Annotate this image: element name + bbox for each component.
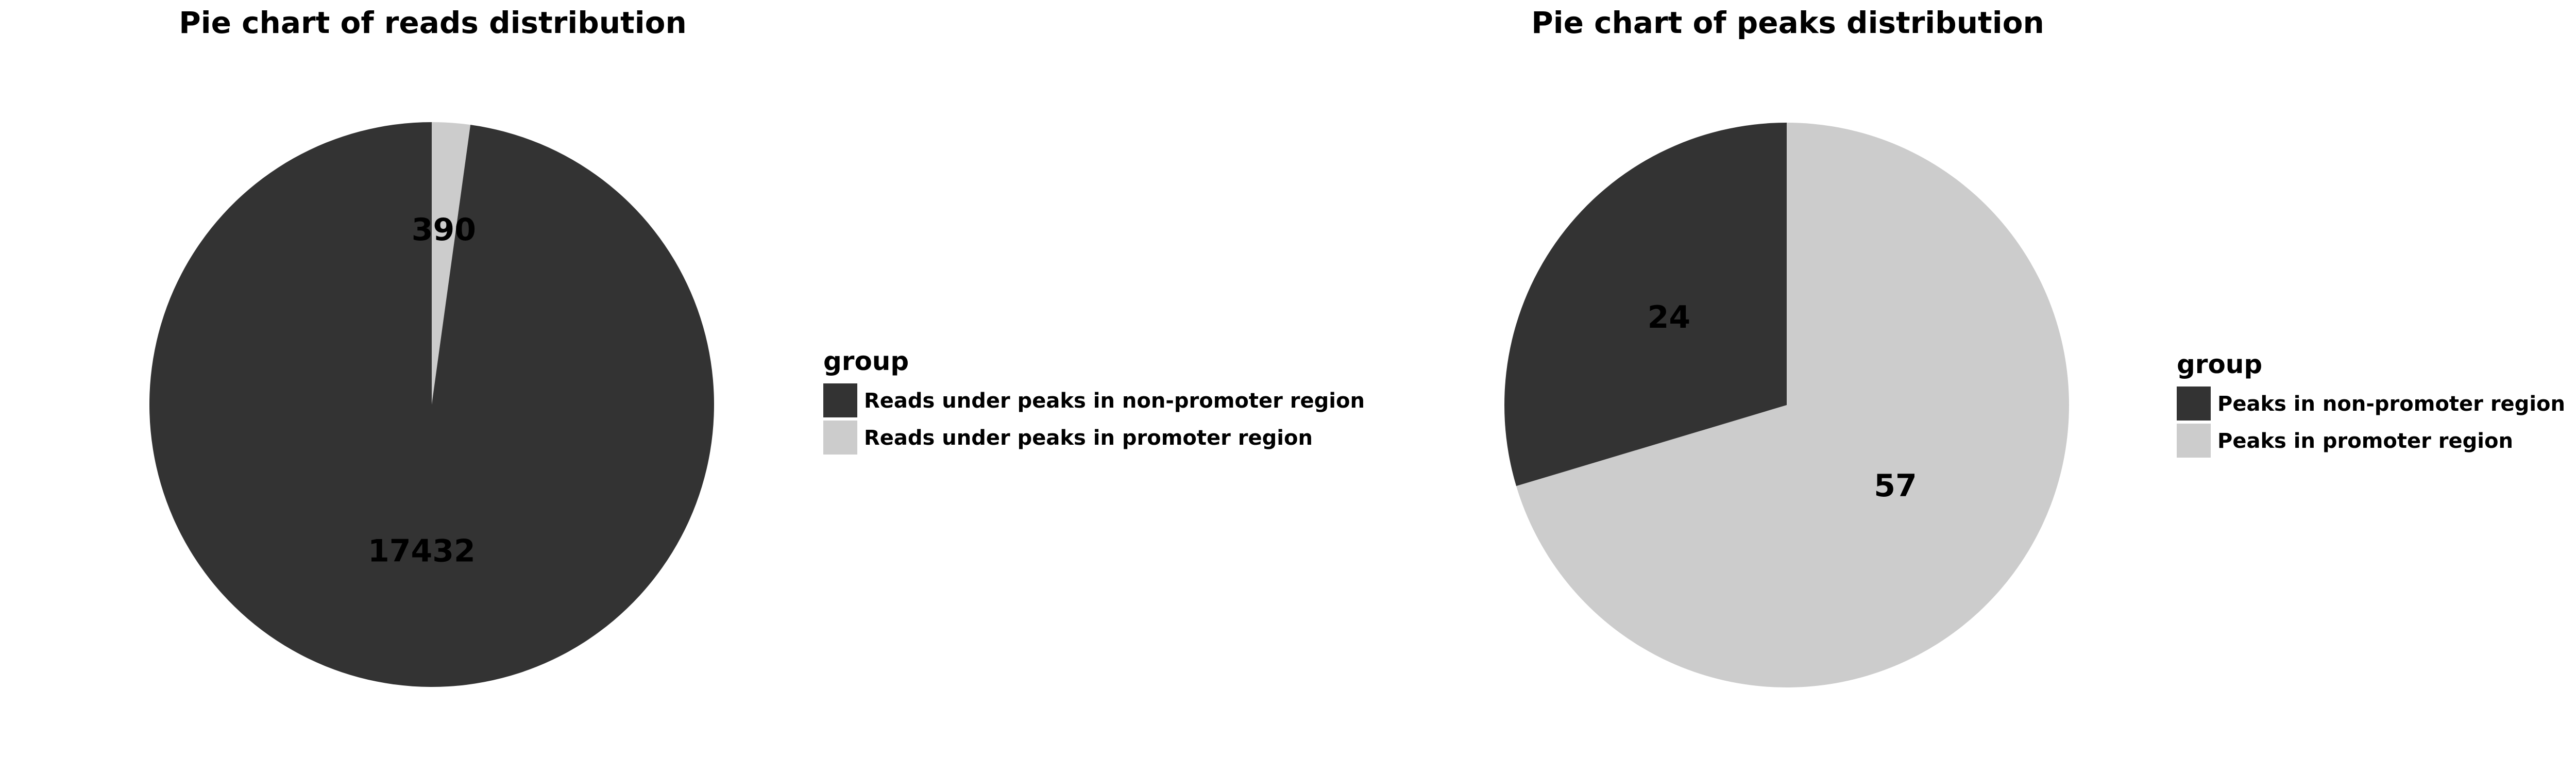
reads-pie-chart: Pie chart of reads distribution 390 17432… bbox=[149, 5, 1365, 687]
legend-label: Peaks in promoter region bbox=[2217, 429, 2513, 453]
reads-non-promoter-value-label: 17432 bbox=[368, 533, 476, 569]
peaks-non-promoter-slice bbox=[1504, 123, 1787, 486]
legend-label: Reads under peaks in non-promoter region bbox=[864, 389, 1365, 413]
reads-promoter-value-label: 390 bbox=[412, 212, 476, 248]
legend-swatch bbox=[2177, 386, 2211, 421]
reads-pie: 390 17432 bbox=[149, 122, 714, 687]
legend-swatch bbox=[823, 421, 857, 455]
peaks-chart-title: Pie chart of peaks distribution bbox=[1531, 5, 2044, 40]
peaks-promoter-value-label: 57 bbox=[1874, 468, 1917, 504]
peaks-pie-chart: Pie chart of peaks distribution 57 24 gro… bbox=[1504, 5, 2565, 687]
peaks-legend: group Peaks in non-promoter region Peaks … bbox=[2177, 349, 2565, 458]
peaks-legend-title: group bbox=[2177, 349, 2262, 379]
reads-legend: group Reads under peaks in non-promoter … bbox=[823, 346, 1365, 455]
legend-swatch bbox=[823, 383, 857, 417]
peaks-non-promoter-value-label: 24 bbox=[1648, 299, 1691, 335]
peaks-promoter-slice bbox=[1516, 123, 2069, 687]
peaks-pie: 57 24 bbox=[1504, 123, 2069, 687]
legend-swatch bbox=[2177, 424, 2211, 458]
legend-label: Reads under peaks in promoter region bbox=[864, 426, 1313, 450]
reads-non-promoter-slice bbox=[149, 122, 714, 687]
legend-label: Peaks in non-promoter region bbox=[2217, 392, 2565, 416]
reads-chart-title: Pie chart of reads distribution bbox=[179, 5, 687, 40]
reads-legend-title: group bbox=[823, 346, 909, 376]
reads-promoter-slice bbox=[432, 122, 471, 405]
